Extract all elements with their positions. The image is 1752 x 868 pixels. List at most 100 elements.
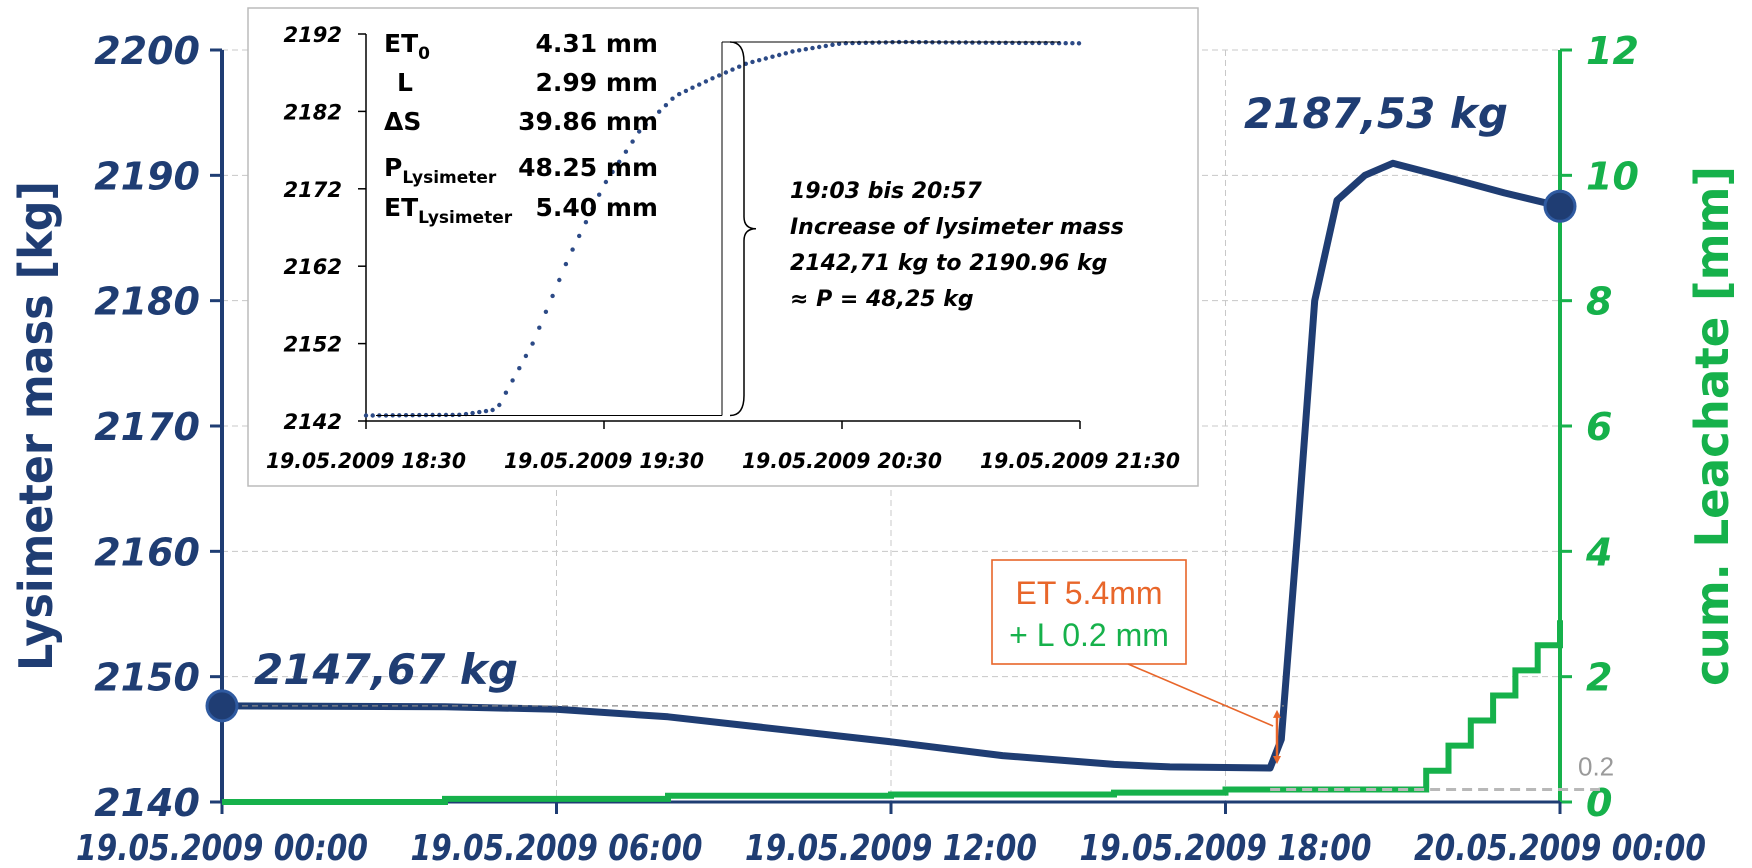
inset-data-point [1010,40,1015,45]
inset-data-point [797,48,802,53]
inset-data-point [1076,41,1082,46]
inset-stat-label: L [397,68,413,97]
inset-data-point [477,409,482,415]
inset-data-point [703,79,709,84]
inset-stat-label: ETLysimeter [384,193,513,228]
inset-data-point [1070,41,1075,46]
end-value-label: 2187,53 kg [1244,89,1508,138]
inset-data-point [757,58,762,63]
inset-data-point [970,40,975,45]
left-tick-label: 2200 [94,29,200,73]
start-value-label: 2147,67 kg [254,645,518,694]
inset-stat-subscript: 0 [418,44,430,64]
right-tick-label: 12 [1586,29,1639,73]
inset-data-point [597,192,602,197]
inset-data-point [577,233,582,239]
inset-stat-subscript: Lysimeter [418,208,513,228]
inset-data-point [823,43,828,49]
inset-data-point [1036,40,1042,46]
inset-data-point [730,67,735,72]
inset-data-point [443,412,449,418]
inset-data-point [590,206,595,211]
inset-data-point [1016,40,1022,46]
inset-data-point [710,76,715,81]
right-tick-label: 8 [1586,280,1612,324]
right-tick-label: 2 [1586,656,1612,700]
inset-data-point [677,91,682,97]
right-tick-label: 0 [1586,781,1612,825]
inset-data-point [557,277,562,283]
inset-data-point [470,410,475,416]
inset-data-point [777,52,782,58]
inset-x-tick-label: 19.05.2009 21:30 [980,449,1180,473]
inset-stat-value: 4.31 mm [536,29,659,58]
inset-x-tick-label: 19.05.2009 20:30 [742,449,942,473]
main-axes: 2140 2150 2160 2170 2180 2190 2200 0 2 4 6 8 10 12 19.… [9,29,1739,868]
inset-y-tick-label: 2172 [284,178,342,202]
inset-stat-value: 2.99 mm [536,68,659,97]
inset-data-point [657,109,662,114]
et-note-leader [1127,663,1274,727]
inset-data-point [750,59,755,65]
x-tick-label: 19.05.2009 00:00 [76,828,368,868]
left-tick-label: 2160 [94,530,200,574]
et-note-box [991,559,1187,665]
inset-note-line: Increase of lysimeter mass [790,215,1124,240]
inset-stat-value: 48.25 mm [518,153,658,182]
inset-data-point [570,247,575,252]
x-tick-label: 19.05.2009 12:00 [745,828,1037,868]
inset-data-point [856,40,862,46]
inset-data-point [457,412,462,417]
inset-data-point [523,353,529,359]
inset-note-line: 2142,71 kg to 2190.96 kg [790,251,1107,276]
main-series [221,159,1563,805]
inset-x-tick-label: 19.05.2009 19:30 [504,449,704,473]
inset-data-point [763,56,768,61]
inset-data-point [670,96,675,101]
reference-label: 0.2 [1578,751,1614,781]
right-tick-label: 6 [1586,405,1612,449]
inset-stat-value: 5.40 mm [536,193,659,222]
inset-data-point [517,366,522,371]
left-tick-label: 2170 [94,405,200,449]
inset-stat-symbol: P [384,153,402,182]
inset-data-point [530,341,535,346]
inset-y-tick-label: 2182 [284,100,342,124]
inset-data-point [483,408,489,414]
inset-y-tick-label: 2142 [284,410,342,434]
inset-data-point [603,179,609,185]
inset-data-point [543,309,549,314]
inset-data-point [723,70,729,75]
inset-data-point [490,407,495,413]
inset-data-point [976,40,982,45]
inset-data-point [690,85,695,90]
left-tick-label: 2190 [94,154,200,198]
inset-data-point [450,412,455,418]
inset-data-point [623,149,629,154]
inset-data-point [1030,40,1035,46]
inset-stat-subscript: Lysimeter [402,168,497,188]
left-tick-label: 2150 [94,656,200,700]
right-tick-label: 10 [1586,154,1639,198]
left-tick-label: 2140 [94,781,200,825]
inset-stat-symbol: ET [384,29,418,58]
inset-data-point [497,402,502,408]
inset-data-point [717,73,722,78]
inset-data-point [737,64,742,69]
inset-y-tick-label: 2192 [284,23,342,47]
inset-data-point [1003,40,1008,45]
inset-chart: 2142 2152 2162 2172 2182 2192 19.05.2009 18:30… [247,7,1199,487]
right-tick-label: 4 [1585,530,1612,574]
end-point-marker [1543,189,1577,223]
inset-data-point [863,40,868,45]
inset-data-point [1063,41,1068,46]
inset-data-point [363,413,369,418]
inset-x-tick-label: 19.05.2009 18:30 [266,449,466,473]
inset-data-point [803,47,808,52]
inset-stat-label: ET0 [384,29,430,64]
y-axis-left-title: Lysimeter mass [kg] [9,181,63,671]
inset-data-point [437,412,442,418]
inset-data-point [643,122,649,127]
inset-stat-symbol: ET [384,193,418,222]
